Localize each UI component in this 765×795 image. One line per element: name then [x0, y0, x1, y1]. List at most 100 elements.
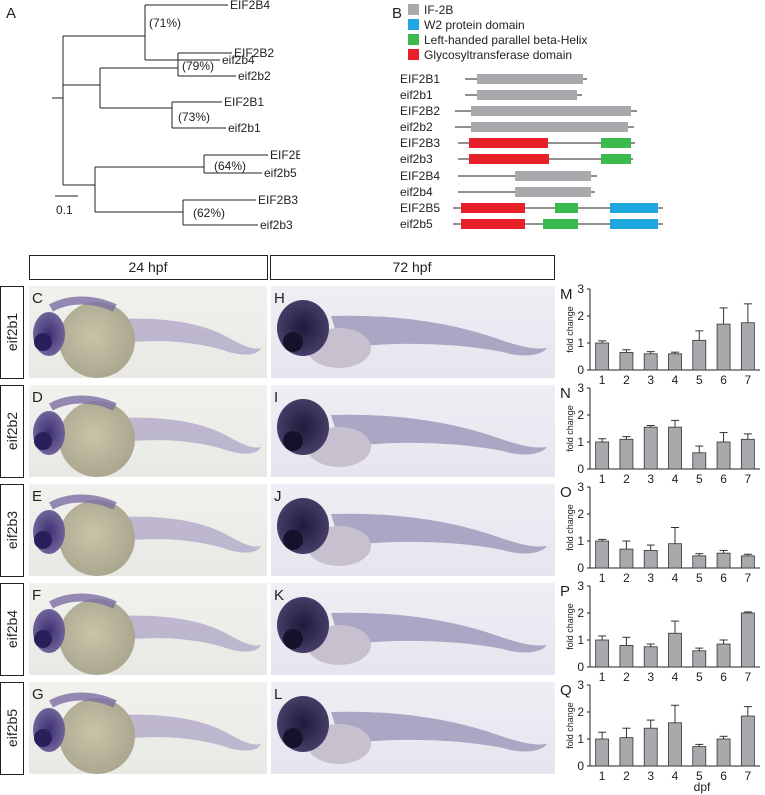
tree-branches: [52, 4, 268, 226]
protein-backbones: [453, 78, 663, 225]
x-tick-label: 3: [647, 472, 654, 486]
y-axis-title: fold change: [565, 702, 575, 749]
panel-letter: H: [274, 290, 285, 307]
leaf-label: eif2b4: [222, 53, 255, 67]
photo-72hpf-eif2b3: [271, 484, 555, 576]
photo-24hpf-eif2b1: [29, 286, 267, 378]
domain-if2b: [515, 171, 591, 181]
leaf-label: eif2b3: [260, 218, 293, 232]
photo-72hpf-eif2b4: [271, 583, 555, 675]
x-tick-label: 2: [623, 769, 630, 783]
leaf-label: EIF2B5: [270, 148, 300, 162]
row-label-box: [0, 286, 24, 379]
bootstrap-value: (71%): [149, 16, 181, 30]
x-tick-label: 7: [745, 571, 752, 585]
protein-label: eif2b1: [400, 88, 433, 102]
x-tick-label: 5: [696, 769, 703, 783]
legend-swatch-glycosyltransferase: [408, 49, 419, 60]
gene-row-labels: eif2b1 eif2b2 eif2b3 eif2b4 eif2b5: [0, 286, 24, 775]
y-tick-label: 0: [577, 462, 584, 476]
stage-headers: 24 hpf 72 hpf: [29, 255, 555, 280]
x-tick-label: 5: [696, 571, 703, 585]
bar: [619, 438, 634, 470]
bar: [740, 555, 755, 569]
y-tick-label: 0: [577, 363, 584, 377]
bar: [668, 353, 682, 371]
domain-glycosyltransferase: [469, 154, 549, 164]
photo-72hpf-eif2b2: [271, 385, 555, 477]
domain-if2b: [515, 187, 591, 197]
stage-label: 72 hpf: [393, 259, 432, 275]
leaf-label: eif2b2: [238, 69, 271, 83]
leaf-label: eif2b5: [264, 166, 297, 180]
bootstrap-value: (64%): [214, 159, 246, 173]
leaf-label: EIF2B1: [224, 95, 264, 109]
domain-if2b: [471, 106, 631, 116]
bar: [619, 548, 634, 569]
bar: [619, 737, 634, 767]
protein-label: eif2b5: [400, 217, 433, 231]
panel-letter: Q: [560, 682, 572, 699]
y-tick-label: 1: [577, 336, 584, 350]
bar: [643, 646, 658, 668]
row-label-box: [0, 682, 24, 775]
domain-beta-helix: [555, 203, 578, 213]
bar: [740, 438, 755, 470]
y-axis-title: fold change: [565, 504, 575, 551]
x-tick-label: 7: [745, 373, 752, 387]
domain-w2: [610, 219, 658, 229]
x-tick-label: 1: [599, 670, 606, 684]
panel-letter-b: B: [392, 5, 402, 22]
photo-24hpf-eif2b5: [29, 682, 267, 774]
domain-glycosyltransferase: [461, 203, 525, 213]
x-axis-title: dpf: [694, 780, 711, 794]
bar: [692, 746, 707, 767]
domain-glycosyltransferase: [469, 138, 548, 148]
bootstrap-value: (79%): [182, 59, 214, 73]
gene-label: eif2b5: [4, 709, 20, 747]
y-axis-title: fold change: [565, 405, 575, 452]
gene-label: eif2b1: [4, 313, 20, 351]
panel-letter: L: [274, 686, 282, 703]
bar: [668, 543, 682, 569]
bar: [692, 339, 707, 371]
panel-letter: I: [274, 389, 278, 406]
legend-label: IF-2B: [424, 3, 453, 17]
domain-if2b: [477, 90, 577, 100]
bar: [716, 643, 731, 668]
x-tick-label: 6: [720, 373, 727, 387]
bar: [716, 552, 731, 569]
x-tick-label: 3: [647, 769, 654, 783]
gene-label: eif2b4: [4, 610, 20, 648]
bar: [740, 612, 755, 668]
bar: [595, 540, 610, 569]
y-tick-label: 2: [577, 606, 584, 620]
x-tick-label: 1: [599, 571, 606, 585]
legend-swatch-if2b: [408, 4, 419, 15]
protein-domains: [461, 74, 658, 229]
bar: [595, 639, 610, 668]
bar: [643, 727, 658, 767]
y-tick-label: 2: [577, 705, 584, 719]
panel-letter: C: [32, 290, 43, 307]
y-tick-label: 0: [577, 561, 584, 575]
x-tick-label: 1: [599, 472, 606, 486]
photo-24hpf-eif2b4: [29, 583, 267, 675]
y-tick-label: 0: [577, 759, 584, 773]
x-tick-label: 3: [647, 571, 654, 585]
panel-letter: J: [274, 488, 282, 505]
x-tick-label: 2: [623, 571, 630, 585]
x-tick-label: 5: [696, 670, 703, 684]
x-tick-label: 4: [672, 373, 679, 387]
bar: [716, 441, 731, 470]
bar: [643, 550, 658, 569]
y-axis-title: fold change: [565, 603, 575, 650]
x-tick-label: 5: [696, 472, 703, 486]
y-tick-label: 3: [577, 282, 584, 296]
bar: [619, 644, 634, 668]
panel-letter: G: [32, 686, 44, 703]
y-tick-label: 2: [577, 507, 584, 521]
bar: [619, 352, 634, 371]
